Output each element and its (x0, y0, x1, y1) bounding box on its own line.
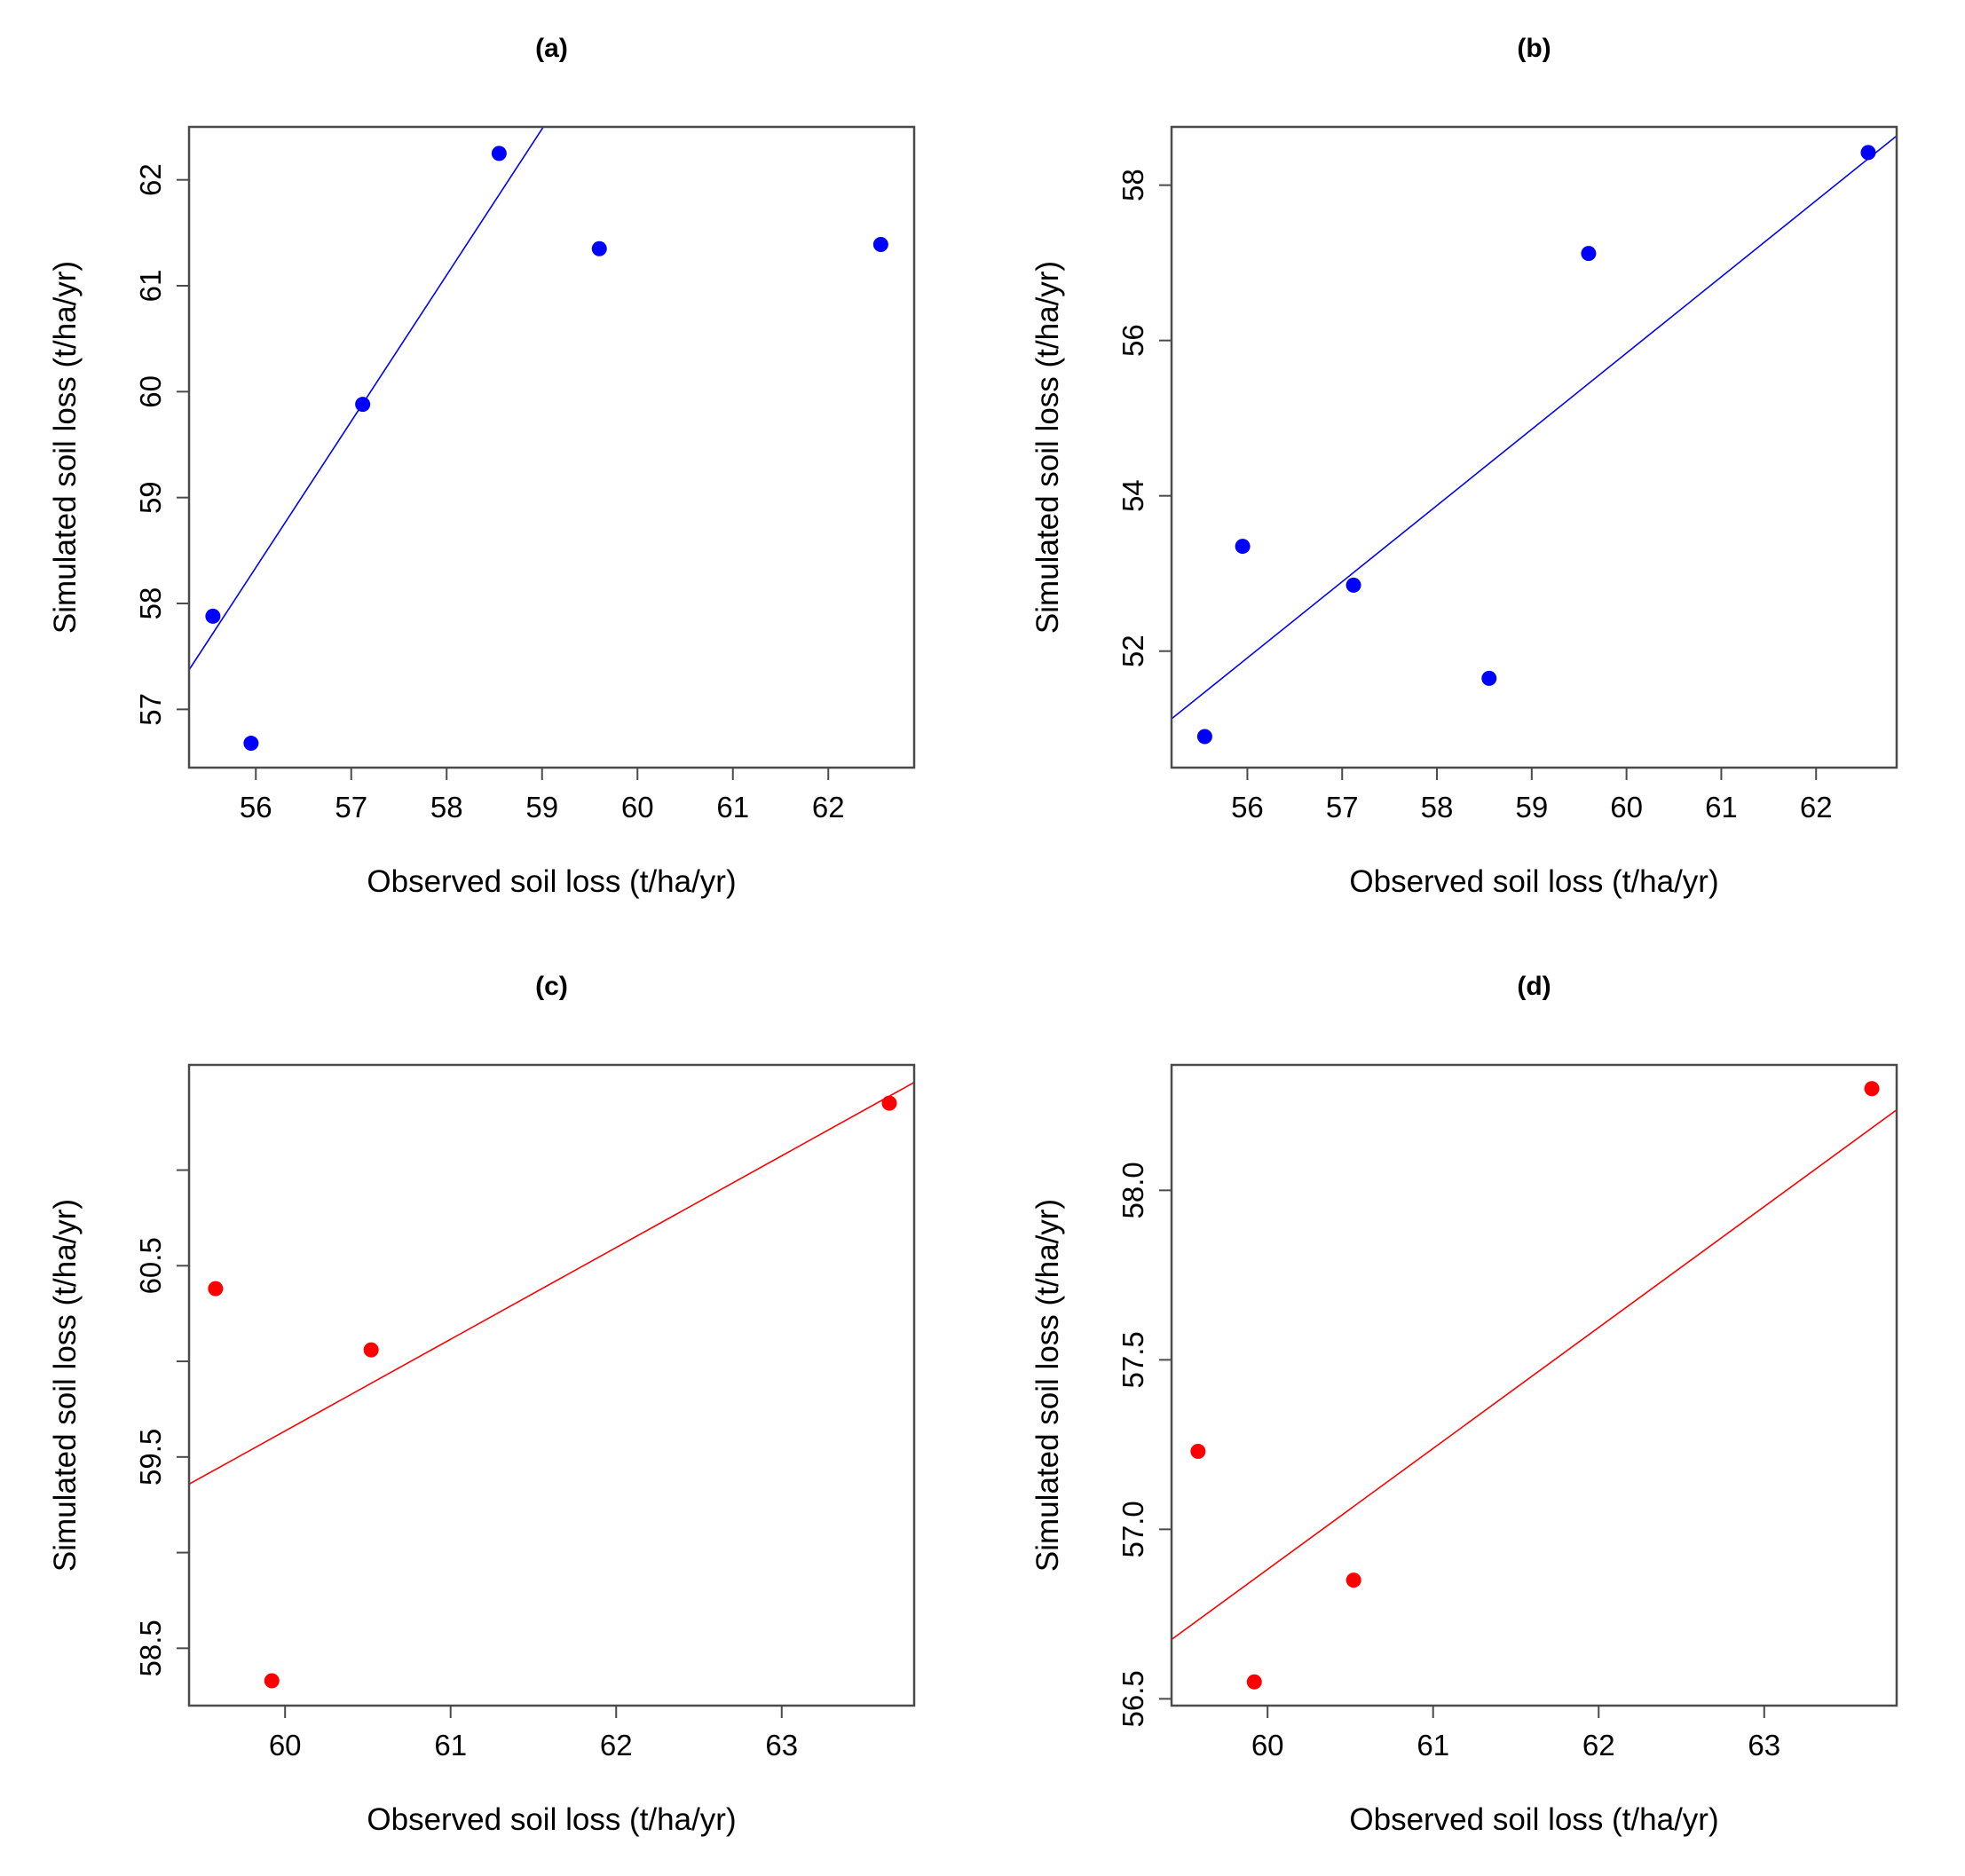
data-point (872, 236, 888, 252)
panel-b: (b) 56 57 58 59 60 61 62 52 54 56 58 Observed soil l… (982, 0, 1965, 938)
data-point (243, 736, 259, 752)
y-tick-label: 61 (134, 270, 167, 303)
chart-title: (a) (535, 34, 568, 63)
plot-frame (187, 125, 916, 769)
regression-line (189, 127, 545, 671)
y-tick-label: 62 (134, 163, 167, 196)
x-tick-label: 63 (765, 1729, 798, 1762)
data-point (355, 397, 371, 413)
chart-svg: (a) 56 57 58 59 60 61 62 57 58 59 60 61 62 Observed so… (48, 34, 916, 899)
data-point (363, 1342, 379, 1358)
data-point (1246, 1674, 1262, 1690)
data-point (491, 146, 507, 162)
x-tick-label: 60 (269, 1729, 302, 1762)
x-tick-label: 61 (716, 791, 749, 824)
y-tick-label: 59 (134, 481, 167, 514)
chart-svg: (b) 56 57 58 59 60 61 62 52 54 56 58 Observed soil l… (1030, 34, 1898, 899)
x-tick-label: 57 (1326, 791, 1359, 824)
y-tick-label: 54 (1117, 479, 1149, 512)
panel-d: (d) 60 61 62 63 56.5 57.0 57.5 58.0 Observed soil… (982, 938, 1965, 1876)
y-tick-label: 59.5 (134, 1429, 167, 1486)
data-point (1481, 670, 1497, 686)
data-point (1196, 729, 1212, 745)
x-tick-label: 60 (1610, 791, 1643, 824)
y-axis-label: Simulated soil loss (t/ha/yr) (1030, 261, 1065, 634)
data-point (1235, 539, 1251, 555)
chart-title: (d) (1517, 972, 1551, 1001)
x-tick-label: 62 (1800, 791, 1833, 824)
x-tick-label: 61 (434, 1729, 467, 1762)
panel-a: (a) 56 57 58 59 60 61 62 57 58 59 60 61 62 Observed so… (0, 0, 982, 938)
y-tick-label: 60.5 (134, 1237, 167, 1294)
regression-line (1172, 1108, 1897, 1641)
chart-svg: (d) 60 61 62 63 56.5 57.0 57.5 58.0 Observed soil… (1030, 972, 1898, 1837)
y-tick-label: 58.5 (134, 1620, 167, 1676)
y-tick-label: 58 (1117, 169, 1149, 201)
x-axis-label: Observed soil loss (t/ha/yr) (367, 1802, 736, 1837)
x-tick-label: 59 (1515, 791, 1548, 824)
regression-line (189, 1082, 914, 1486)
data-point (1190, 1443, 1206, 1459)
y-tick-label: 58 (134, 587, 167, 620)
y-axis-label: Simulated soil loss (t/ha/yr) (48, 1199, 83, 1572)
y-tick-label: 52 (1117, 635, 1149, 667)
x-tick-label: 57 (335, 791, 367, 824)
chart-svg: (c) 60 61 62 63 58.5 59.5 60.5 Observed soil los… (48, 972, 916, 1837)
data-point (1864, 1081, 1880, 1097)
x-tick-label: 61 (1417, 1729, 1449, 1762)
data-point (1860, 145, 1876, 161)
x-tick-label: 61 (1705, 791, 1738, 824)
panel-c: (c) 60 61 62 63 58.5 59.5 60.5 Observed soil los… (0, 938, 982, 1876)
x-tick-label: 62 (812, 791, 845, 824)
x-tick-label: 56 (240, 791, 272, 824)
chart-title: (b) (1517, 34, 1551, 63)
y-tick-label: 57.0 (1117, 1501, 1149, 1557)
data-point (1346, 1573, 1361, 1588)
chart-title: (c) (535, 972, 568, 1001)
y-tick-label: 58.0 (1117, 1162, 1149, 1218)
data-point (1581, 246, 1597, 262)
y-axis-label: Simulated soil loss (t/ha/yr) (48, 261, 83, 634)
x-tick-label: 60 (621, 791, 654, 824)
x-tick-label: 62 (600, 1729, 633, 1762)
x-tick-label: 63 (1748, 1729, 1780, 1762)
data-point (205, 608, 221, 624)
x-tick-label: 56 (1231, 791, 1264, 824)
plot-frame (187, 1063, 916, 1707)
y-axis-label: Simulated soil loss (t/ha/yr) (1030, 1199, 1065, 1572)
data-point (881, 1095, 897, 1111)
y-tick-label: 57.5 (1117, 1331, 1149, 1388)
x-axis-label: Observed soil loss (t/ha/yr) (1349, 864, 1718, 899)
x-tick-label: 58 (1421, 791, 1454, 824)
data-point (591, 240, 607, 256)
x-axis-label: Observed soil loss (t/ha/yr) (367, 864, 736, 899)
data-point (1346, 577, 1361, 593)
x-tick-label: 60 (1251, 1729, 1284, 1762)
x-tick-label: 58 (430, 791, 463, 824)
plot-frame (1170, 1063, 1898, 1707)
data-point (208, 1281, 224, 1297)
y-tick-label: 56 (1117, 324, 1149, 357)
x-axis-label: Observed soil loss (t/ha/yr) (1349, 1802, 1718, 1837)
data-point (264, 1673, 280, 1689)
x-tick-label: 59 (525, 791, 558, 824)
y-tick-label: 56.5 (1117, 1670, 1149, 1727)
regression-line (1172, 135, 1897, 720)
y-tick-label: 60 (134, 375, 167, 408)
x-tick-label: 62 (1582, 1729, 1615, 1762)
y-tick-label: 57 (134, 693, 167, 726)
